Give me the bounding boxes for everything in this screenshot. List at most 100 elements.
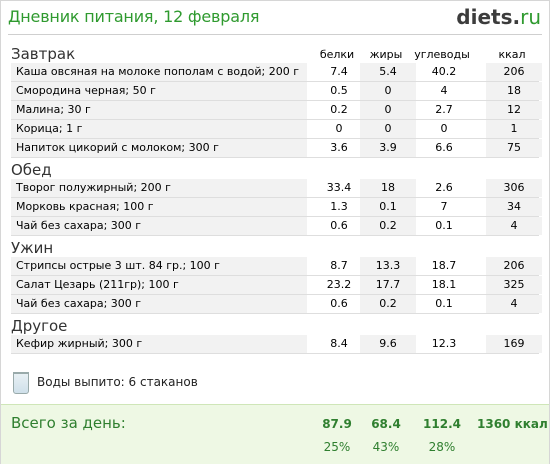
food-fat: 0	[360, 101, 416, 119]
food-carbs: 4	[440, 84, 448, 97]
food-row[interactable]: Стрипсы острые 3 шт. 84 гр.; 100 г 8.7 13.…	[11, 257, 542, 276]
food-carbs: 6.6	[435, 141, 453, 154]
food-kcal: 325	[486, 276, 542, 294]
food-fat: 17.7	[360, 276, 416, 294]
food-kcal: 206	[486, 257, 542, 275]
daily-total: Всего за день: 87.9 68.4 112.4 1360 ккал…	[1, 404, 549, 464]
food-name: Малина; 30 г	[11, 101, 307, 119]
food-kcal: 34	[486, 198, 542, 216]
glass-icon	[13, 372, 29, 394]
food-row[interactable]: Смородина черная; 50 г 0.5 0 4 18	[11, 82, 542, 101]
total-carbs: 112.4	[423, 417, 461, 431]
food-protein: 8.7	[330, 259, 348, 272]
food-protein: 23.2	[326, 278, 352, 291]
meal-title: Завтрак	[11, 45, 76, 63]
food-row[interactable]: Чай без сахара; 300 г 0.6 0.2 0.1 4	[11, 217, 542, 236]
food-kcal: 4	[486, 295, 542, 313]
food-row[interactable]: Каша овсяная на молоке пополам с водой; …	[11, 63, 542, 82]
food-protein: 0.6	[330, 297, 348, 310]
food-name: Напиток цикорий с молоком; 300 г	[11, 139, 307, 157]
food-kcal: 12	[486, 101, 542, 119]
food-kcal: 206	[486, 63, 542, 81]
food-fat: 13.3	[360, 257, 416, 275]
food-name: Творог полужирный; 200 г	[11, 179, 307, 197]
water-text: Воды выпито: 6 стаканов	[37, 375, 198, 389]
food-fat: 0.2	[360, 217, 416, 235]
food-name: Каша овсяная на молоке пополам с водой; …	[11, 63, 307, 81]
header-divider	[8, 34, 542, 35]
food-name: Смородина черная; 50 г	[11, 82, 307, 100]
food-row[interactable]: Напиток цикорий с молоком; 300 г 3.6 3.9 6.…	[11, 139, 542, 158]
total-fat-percent: 43%	[372, 440, 400, 454]
column-header-kcal: ккал	[498, 48, 526, 61]
total-protein: 87.9	[322, 417, 352, 431]
meal-title: Другое	[11, 317, 68, 335]
food-protein: 8.4	[330, 337, 348, 350]
food-kcal: 1	[486, 120, 542, 138]
food-name: Чай без сахара; 300 г	[11, 295, 307, 313]
total-carbs-percent: 28%	[428, 440, 456, 454]
meal-title: Ужин	[11, 239, 54, 257]
food-row[interactable]: Морковь красная; 100 г 1.3 0.1 7 34	[11, 198, 542, 217]
food-protein: 3.6	[330, 141, 348, 154]
total-label: Всего за день:	[11, 414, 126, 432]
food-row[interactable]: Чай без сахара; 300 г 0.6 0.2 0.1 4	[11, 295, 542, 314]
food-row[interactable]: Малина; 30 г 0.2 0 2.7 12	[11, 101, 542, 120]
total-kcal: 1360 ккал	[477, 417, 548, 431]
site-logo[interactable]: diets.ru	[456, 5, 541, 29]
total-fat: 68.4	[371, 417, 401, 431]
food-row[interactable]: Салат Цезарь (211гр); 100 г 23.2 17.7 18.1 3…	[11, 276, 542, 295]
food-name: Салат Цезарь (211гр); 100 г	[11, 276, 307, 294]
food-name: Стрипсы острые 3 шт. 84 гр.; 100 г	[11, 257, 307, 275]
meal-title: Обед	[11, 161, 52, 179]
food-fat: 0	[360, 82, 416, 100]
food-carbs: 2.6	[435, 181, 453, 194]
food-protein: 0.2	[330, 103, 348, 116]
food-carbs: 12.3	[431, 337, 457, 350]
food-name: Морковь красная; 100 г	[11, 198, 307, 216]
food-protein: 33.4	[326, 181, 352, 194]
food-fat: 0.2	[360, 295, 416, 313]
column-header-fat: жиры	[369, 48, 403, 61]
food-kcal: 306	[486, 179, 542, 197]
food-fat: 3.9	[360, 139, 416, 157]
food-fat: 0.1	[360, 198, 416, 216]
food-carbs: 2.7	[435, 103, 453, 116]
water-summary: Воды выпито: 6 стаканов	[11, 371, 531, 395]
food-kcal: 18	[486, 82, 542, 100]
food-protein: 0.5	[330, 84, 348, 97]
food-carbs: 0	[440, 122, 448, 135]
food-carbs: 18.7	[431, 259, 457, 272]
food-row[interactable]: Кефир жирный; 300 г 8.4 9.6 12.3 169	[11, 335, 542, 354]
food-carbs: 0.1	[435, 297, 453, 310]
food-carbs: 7	[440, 200, 448, 213]
column-headers: белки жиры углеводы ккал	[1, 43, 549, 61]
food-row[interactable]: Творог полужирный; 200 г 33.4 18 2.6 306	[11, 179, 542, 198]
food-fat: 0	[360, 120, 416, 138]
food-kcal: 169	[486, 335, 542, 353]
logo-tld: ru	[520, 5, 541, 29]
food-name: Чай без сахара; 300 г	[11, 217, 307, 235]
food-fat: 9.6	[360, 335, 416, 353]
food-name: Кефир жирный; 300 г	[11, 335, 307, 353]
column-header-protein: белки	[319, 48, 355, 61]
food-protein: 1.3	[330, 200, 348, 213]
total-protein-percent: 25%	[323, 440, 351, 454]
food-protein: 0.6	[330, 219, 348, 232]
logo-main: diets	[456, 5, 513, 29]
food-carbs: 40.2	[431, 65, 457, 78]
logo-dot: .	[512, 5, 521, 29]
header: Дневник питания, 12 февраля diets.ru	[1, 1, 549, 35]
food-fat: 18	[360, 179, 416, 197]
food-kcal: 4	[486, 217, 542, 235]
food-name: Корица; 1 г	[11, 120, 307, 138]
food-carbs: 18.1	[431, 278, 457, 291]
food-protein: 7.4	[330, 65, 348, 78]
food-row[interactable]: Корица; 1 г 0 0 0 1	[11, 120, 542, 139]
food-fat: 5.4	[360, 63, 416, 81]
column-header-carbs: углеводы	[414, 48, 470, 61]
food-kcal: 75	[486, 139, 542, 157]
food-carbs: 0.1	[435, 219, 453, 232]
page-title: Дневник питания, 12 февраля	[8, 7, 260, 26]
